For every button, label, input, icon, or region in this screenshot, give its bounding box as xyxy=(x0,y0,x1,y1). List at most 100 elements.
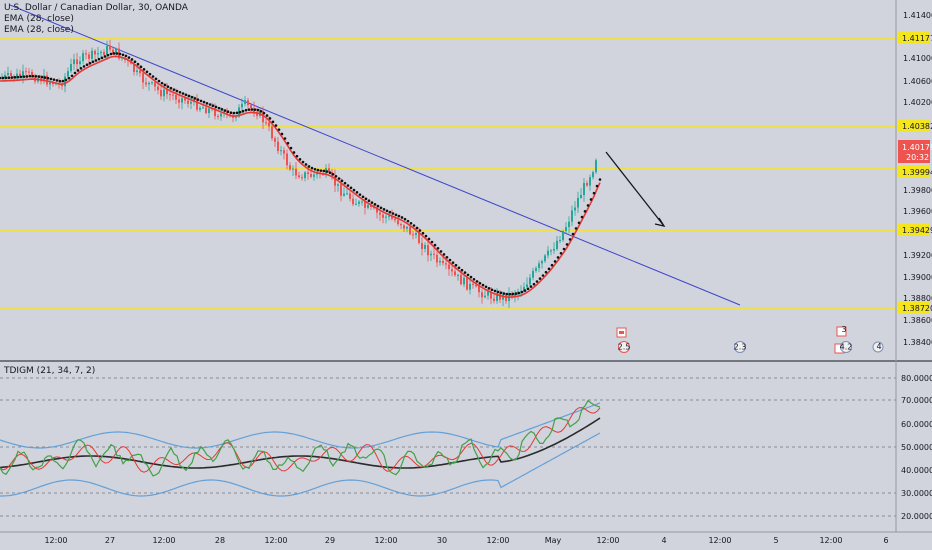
candle-body xyxy=(487,291,489,296)
ema-dot xyxy=(415,226,419,230)
ema-dot xyxy=(64,78,68,82)
ema-dot xyxy=(343,181,347,185)
ema-dot xyxy=(394,213,398,217)
ema-dot xyxy=(301,160,305,164)
ema-dot xyxy=(277,128,281,131)
candle-body xyxy=(406,226,408,229)
bar-countdown-label: 20:32 xyxy=(906,153,929,162)
candle-body xyxy=(559,240,561,242)
candle-body xyxy=(292,168,294,170)
osc-rsi-line xyxy=(0,399,601,477)
event-marker-1[interactable] xyxy=(618,341,630,353)
ema-dot xyxy=(37,75,41,78)
oscillator-title[interactable]: TDIGM (21, 34, 7, 2) xyxy=(4,366,96,376)
osc-gridlines xyxy=(0,377,896,517)
candle-body xyxy=(76,59,78,65)
ema-dot xyxy=(382,208,386,211)
horizontal-levels[interactable] xyxy=(0,37,896,309)
time-axis[interactable]: 12:00 27 12:00 28 12:00 29 12:00 30 12:0… xyxy=(0,531,932,545)
ema-dot xyxy=(193,97,197,100)
ema-dot xyxy=(100,56,104,60)
ema-dot xyxy=(496,290,500,294)
oscillator-pane[interactable] xyxy=(0,377,896,517)
candle-body xyxy=(214,108,216,117)
event-markers[interactable]: 2.5 2.3 3 4.2 4 xyxy=(616,325,884,354)
time-tick: 12:00 xyxy=(264,536,287,545)
candle-body xyxy=(160,89,162,97)
ema-dot xyxy=(79,67,83,70)
ema-dot xyxy=(181,92,185,95)
event-marker-4[interactable] xyxy=(840,341,852,353)
candle-body xyxy=(169,94,171,96)
ema-dot xyxy=(310,166,314,170)
arrow-shaft[interactable] xyxy=(605,151,665,227)
ema-dot xyxy=(13,76,17,79)
ema-dot xyxy=(187,94,191,98)
event-marker-2[interactable] xyxy=(734,341,746,353)
ema-dot xyxy=(391,212,395,215)
ema-dot xyxy=(460,268,464,272)
price-pane[interactable]: 2.5 2.3 3 4.2 4 xyxy=(0,4,896,354)
ema-dot xyxy=(322,169,326,173)
candle-body xyxy=(253,108,255,114)
chart-legend[interactable]: U.S. Dollar / Canadian Dollar, 30, OANDA… xyxy=(4,3,188,36)
candle-body xyxy=(427,245,429,256)
candle-body xyxy=(202,107,204,109)
current-price-tag[interactable] xyxy=(898,140,930,163)
ema-dot xyxy=(262,111,266,115)
ema-dot xyxy=(118,52,122,56)
osc-tick: 20.00000 xyxy=(901,512,932,521)
candle-body xyxy=(418,233,420,244)
event-marker-5[interactable] xyxy=(872,341,884,353)
ema-dot xyxy=(97,57,101,61)
ema-dot xyxy=(76,69,80,72)
ema-dot xyxy=(553,260,557,263)
level-price-tag-4[interactable] xyxy=(898,224,930,236)
ema-dot xyxy=(28,74,32,78)
candle-body xyxy=(511,293,513,297)
ema-dot xyxy=(295,154,299,158)
ema-dot xyxy=(481,283,485,287)
candle-body xyxy=(385,216,387,218)
level-price-tag-5[interactable] xyxy=(898,302,930,314)
candle-body xyxy=(382,214,384,218)
candle-body xyxy=(505,294,507,302)
oscillator-legend[interactable]: TDIGM (21, 34, 7, 2) xyxy=(4,366,95,377)
ema-legend-2[interactable]: EMA (28, close) xyxy=(4,25,74,35)
candle-body xyxy=(526,284,528,288)
candle-body xyxy=(532,270,534,278)
candle-body xyxy=(94,50,96,55)
ema-legend-1[interactable]: EMA (28, close) xyxy=(4,14,74,24)
candle-body xyxy=(586,182,588,186)
candle-body xyxy=(496,293,498,301)
candle-body xyxy=(199,107,201,110)
ema-dot xyxy=(58,79,62,83)
ema-dot xyxy=(289,146,293,150)
ema-dot xyxy=(592,191,596,195)
level-price-tag-1[interactable] xyxy=(898,32,930,44)
oscillator-axis[interactable]: 80.00000 70.00000 60.00000 50.00000 40.0… xyxy=(901,374,932,521)
canada-flag-icon-2[interactable] xyxy=(836,326,847,337)
candle-body xyxy=(469,283,471,290)
ema-dot xyxy=(334,174,338,178)
candle-body xyxy=(280,150,282,152)
candle-body xyxy=(415,233,417,235)
level-price-tag-2[interactable] xyxy=(898,120,930,132)
trendline[interactable] xyxy=(9,4,741,306)
level-price-tag-3[interactable] xyxy=(898,166,930,178)
symbol-title[interactable]: U.S. Dollar / Canadian Dollar, 30, OANDA xyxy=(4,3,188,13)
ema-dot xyxy=(559,251,563,255)
ema-dot xyxy=(208,103,212,106)
candle-body xyxy=(583,182,585,196)
candle-body xyxy=(151,82,153,84)
price-axis[interactable]: 1.41400 1.41000 1.40600 1.40200 1.39800 … xyxy=(895,0,932,532)
arrow-head-icon xyxy=(654,217,666,227)
candle-body xyxy=(439,260,441,263)
ema-dot xyxy=(205,101,209,105)
candle-body xyxy=(442,260,444,264)
ema-dot xyxy=(523,289,527,292)
time-tick: 12:00 xyxy=(486,536,509,545)
ema-dot xyxy=(409,221,413,225)
ema-dot xyxy=(154,77,158,81)
